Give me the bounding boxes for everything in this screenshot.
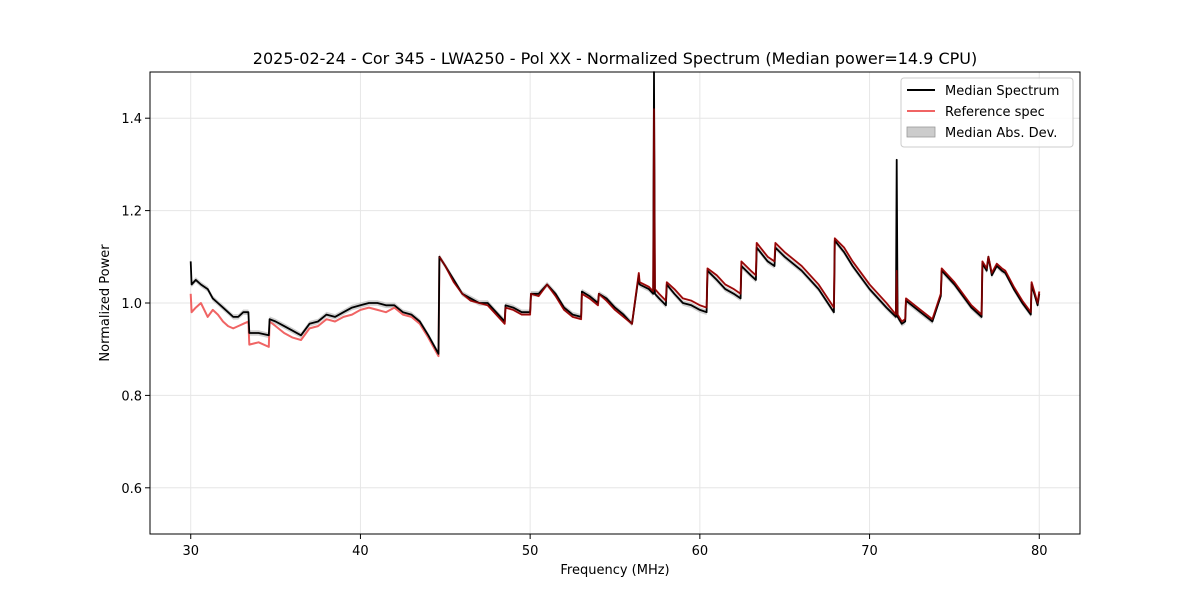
y-axis-label: Normalized Power: [98, 244, 113, 362]
legend-label-reference: Reference spec: [945, 105, 1045, 120]
legend: Median Spectrum Reference spec Median Ab…: [900, 77, 1074, 148]
legend-swatch-mad: [906, 126, 936, 138]
x-tick-label: 80: [1031, 544, 1048, 559]
chart-title: 2025-02-24 - Cor 345 - LWA250 - Pol XX -…: [253, 49, 977, 68]
y-tick-label: 1.4: [121, 112, 142, 127]
y-axis-ticks: 0.6 0.8 1.0 1.2 1.4: [121, 112, 150, 497]
x-tick-label: 60: [692, 544, 709, 559]
legend-label-median: Median Spectrum: [945, 84, 1059, 99]
y-tick-label: 0.6: [121, 482, 142, 497]
series-overlap: [438, 108, 1041, 325]
x-axis-ticks: 30 40 50 60 70 80: [182, 534, 1048, 559]
x-tick-label: 30: [182, 544, 199, 559]
y-tick-label: 0.8: [121, 389, 142, 404]
x-tick-label: 40: [352, 544, 369, 559]
legend-box: [900, 77, 1074, 148]
series-layer: [189, 71, 1041, 358]
grid: [150, 72, 1080, 534]
x-axis-label: Frequency (MHz): [560, 563, 669, 578]
legend-label-mad: Median Abs. Dev.: [945, 126, 1057, 141]
y-tick-label: 1.0: [121, 297, 142, 312]
x-tick-label: 50: [522, 544, 539, 559]
y-tick-label: 1.2: [121, 205, 142, 220]
x-tick-label: 70: [861, 544, 878, 559]
